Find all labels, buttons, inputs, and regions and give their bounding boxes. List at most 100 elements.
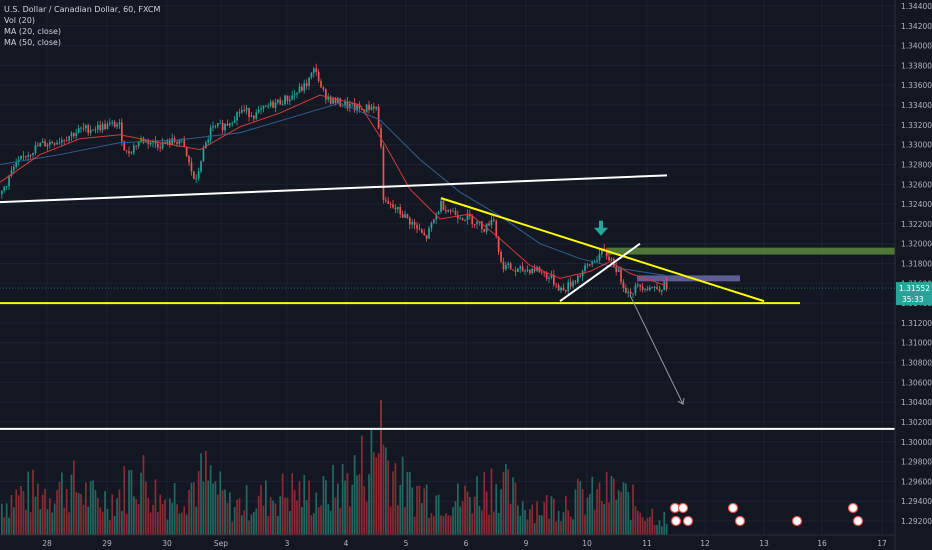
volume-bar [325, 480, 327, 535]
volume-bar [80, 493, 82, 535]
candle-body [447, 210, 450, 212]
candle-body [507, 263, 510, 265]
candle-body [349, 103, 351, 109]
volume-bar [125, 513, 128, 535]
candle-body [663, 281, 666, 291]
volume-bar [58, 482, 61, 535]
candle-body [473, 224, 476, 225]
y-tick-label: 1.33200 [901, 121, 932, 130]
x-tick-label: 16 [817, 539, 827, 548]
candle-body [308, 77, 310, 87]
volume-bar [233, 507, 236, 535]
volume-bar [171, 502, 174, 535]
y-tick-label: 1.32800 [901, 160, 932, 169]
volume-bar [329, 510, 332, 535]
candle-body [433, 219, 435, 223]
candle-body [89, 129, 92, 133]
indicator-ma-20[interactable]: MA (20, close) [4, 27, 62, 36]
candle-body [315, 68, 318, 72]
volume-bar [193, 482, 195, 535]
indicator-ma-50[interactable]: MA (50, close) [4, 38, 62, 47]
candle-body [301, 86, 303, 91]
series [0, 63, 668, 298]
x-tick-label: 6 [464, 539, 469, 548]
volume-bar [176, 504, 178, 535]
volume-bar [87, 506, 90, 535]
volume-bar [82, 504, 85, 535]
volume-bar [118, 489, 121, 535]
candle-body [56, 142, 58, 145]
candle-body [233, 120, 236, 123]
candle-body [591, 261, 594, 265]
candle-body [22, 155, 25, 157]
volume-bar [27, 471, 30, 535]
candle-body [313, 68, 315, 73]
candle-body [41, 141, 44, 143]
volume-bar [10, 494, 13, 535]
volume-bar [137, 503, 140, 535]
y-tick-label: 1.33400 [901, 101, 932, 110]
candle-body [567, 282, 570, 292]
candle-body [178, 139, 181, 144]
candle-body [94, 129, 97, 131]
candle-body [577, 275, 579, 283]
candle-body [34, 145, 37, 154]
x-tick-label: 30 [162, 539, 172, 548]
candle-body [565, 290, 567, 292]
chart-title[interactable]: U.S. Dollar / Canadian Dollar, 60, FXCM [4, 5, 161, 14]
candle-body [289, 99, 291, 102]
candle-body [161, 142, 164, 149]
volume-bar [397, 505, 399, 535]
volume-bar [56, 490, 58, 535]
candle-body [505, 264, 507, 270]
candle-body [149, 142, 152, 145]
candle-body [128, 151, 130, 154]
volume-bar [265, 480, 267, 535]
price-axis[interactable]: 1.34400 1.34200 1.34000 1.33800 1.33600 1.334… [894, 0, 932, 550]
volume-bar [653, 525, 656, 535]
y-tick-label: 1.30000 [901, 438, 932, 447]
volume-bar [555, 521, 558, 535]
candle-body [637, 284, 639, 286]
y-tick-label: 1.30600 [901, 378, 932, 387]
time-axis[interactable]: 28 29 30 Sep 3 4 5 6 9 10 11 12 13 16 17 [0, 534, 895, 548]
candle-body [197, 171, 200, 179]
zone-rect [637, 275, 740, 282]
x-tick-label: Sep [214, 539, 228, 548]
volume-bar [221, 490, 224, 535]
candle-body [183, 138, 186, 147]
volume-bar [142, 455, 145, 535]
candle-body [625, 288, 627, 293]
volume-bar [22, 491, 25, 535]
volume-bar [303, 475, 306, 535]
x-tick-label: 11 [642, 539, 652, 548]
candle-body [3, 186, 6, 191]
candle-body [661, 290, 663, 292]
volume-bar [380, 400, 382, 535]
volume-bar [301, 506, 303, 535]
candle-body [449, 210, 452, 212]
candle-body [245, 107, 248, 111]
candle-body [85, 125, 87, 129]
candle-body [87, 125, 90, 133]
candle-body [586, 264, 589, 266]
candle-body [1, 190, 3, 195]
indicator-volume[interactable]: Vol (20) [4, 16, 35, 25]
candle-body [353, 102, 356, 111]
event-icons[interactable] [669, 502, 864, 527]
candle-body [452, 211, 454, 212]
event-flag-icon [670, 515, 682, 527]
y-tick-label: 1.32200 [901, 220, 932, 229]
candle-body [185, 146, 188, 156]
candle-body [171, 138, 174, 146]
candle-body [46, 144, 49, 147]
volume-bar [598, 482, 601, 535]
candle-body [209, 127, 212, 140]
volume-bar [195, 506, 198, 535]
volume-bar [130, 470, 133, 535]
y-tick-label: 1.31000 [901, 339, 932, 348]
volume-bar [656, 525, 658, 535]
event-flag-icon [852, 515, 864, 527]
volume-bar [296, 500, 298, 535]
